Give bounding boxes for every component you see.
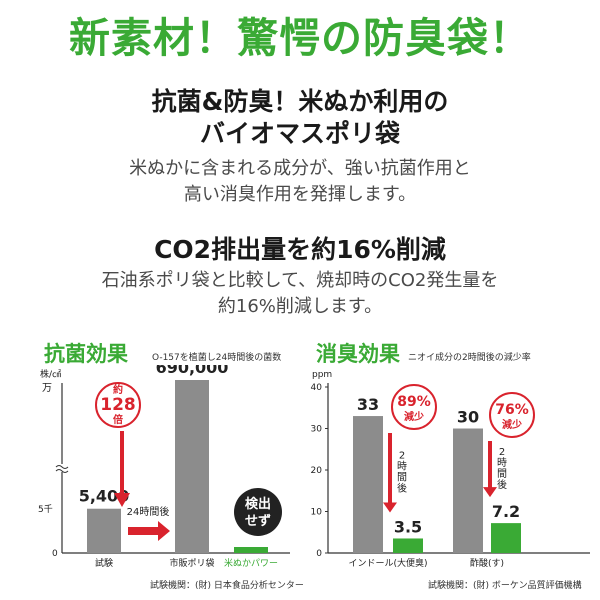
multiplier-badge-line3: 倍	[113, 413, 123, 426]
reduction-percent-1: 76%	[495, 402, 529, 418]
deodorant-y-tick-label-4: 40	[311, 383, 323, 393]
reduction-badge-1	[489, 392, 535, 438]
deodorant-y-tick-label-1: 10	[311, 508, 323, 518]
feature1-desc-line2: 高い消臭作用を発揮します。	[183, 184, 417, 205]
deodorant-subtitle: ニオイ成分の2時間後の減少率	[408, 353, 531, 363]
multiplier-arrow-icon	[114, 431, 130, 507]
antibacterial-category-label-1: 市販ポリ袋	[169, 557, 214, 569]
reduction-percent-0: 89%	[397, 394, 431, 410]
antibacterial-value-label-0: 5,400	[79, 487, 130, 506]
not-detected-badge: 検出 せず	[234, 488, 282, 536]
right-arrow-icon	[128, 521, 170, 541]
deodorant-value-label-1-0: 30	[457, 408, 479, 427]
antibacterial-bar-0	[87, 508, 121, 553]
multiplier-badge-line2: 128	[100, 395, 136, 415]
antibacterial-bar-2	[234, 547, 268, 553]
antibacterial-chart: 株/㎠ 万 5千 0 5,400 試験 690,000 市販ポリ袋 米ぬかパワー 約 1…	[38, 365, 290, 569]
antibacterial-source: 試験機関：(財) 日本食品分析センター	[150, 581, 304, 591]
feature2-title: CO2排出量を約16%削減	[154, 235, 446, 264]
step-arrow: 24時間後	[127, 505, 170, 541]
deodorant-title: 消臭効果	[316, 342, 400, 366]
down-arrow-icon-0	[383, 433, 397, 513]
headline: 新素材！驚愕の防臭袋！	[69, 14, 531, 62]
deodorant-y-tick-label-2: 20	[311, 466, 323, 476]
deodorant-bar-0-0	[353, 416, 383, 553]
deodorant-y-tick-label-3: 30	[311, 425, 323, 435]
feature1-desc-line1: 米ぬかに含まれる成分が、強い抗菌作用と	[129, 158, 471, 179]
antibacterial-y-label-top: 万	[42, 383, 52, 394]
feature2-desc-line1: 石油系ポリ袋と比較して、焼却時のCO2発生量を	[101, 270, 499, 291]
antibacterial-category-label-0: 試験	[95, 557, 113, 569]
feature1-title-line2: バイオマスポリ袋	[199, 119, 400, 148]
deodorant-value-label-0-0: 33	[357, 395, 379, 414]
multiplier-badge-line1: 約	[113, 383, 123, 396]
deodorant-group-label-1: 酢酸(す)	[470, 557, 504, 569]
deodorant-value-label-1-1: 7.2	[492, 502, 520, 521]
reduction-text-0: 減少	[404, 410, 424, 423]
deodorant-unit-label: ppm	[312, 370, 332, 380]
down-arrow-icon-1	[483, 441, 497, 498]
reduction-badge-0	[391, 384, 437, 430]
feature1-title-line1: 抗菌&防臭！米ぬか利用の	[151, 87, 449, 116]
antibacterial-value-label-1: 690,000	[156, 365, 229, 377]
antibacterial-axis-break	[55, 464, 69, 473]
reduction-text-1: 減少	[502, 418, 522, 431]
multiplier-badge: 約 128 倍	[95, 382, 141, 507]
feature2-desc-line2: 約16%削減します。	[217, 296, 383, 317]
antibacterial-subtitle: O-157を植菌し24時間後の菌数	[152, 353, 282, 363]
antibacterial-bar-1	[175, 380, 209, 553]
step-label: 24時間後	[127, 505, 170, 518]
time-label-0: 2 時間後	[397, 451, 407, 495]
deodorant-bar-0-1	[393, 538, 423, 553]
antibacterial-y-label-mid: 5千	[38, 504, 53, 515]
deodorant-value-label-0-1: 3.5	[394, 517, 422, 536]
antibacterial-y-label-zero: 0	[52, 549, 58, 559]
antibacterial-category-label-2: 米ぬかパワー	[224, 557, 278, 569]
not-detected-line2: せず	[245, 513, 271, 529]
antibacterial-unit-label: 株/㎠	[40, 368, 61, 380]
deodorant-group-label-0: インドール(大便臭)	[348, 557, 427, 569]
time-label-1: 2 時間後	[497, 447, 507, 491]
deodorant-bar-1-0	[453, 428, 483, 553]
deodorant-y-tick-label-0: 0	[316, 549, 322, 559]
antibacterial-title: 抗菌効果	[44, 342, 128, 366]
deodorant-bar-1-1	[491, 523, 521, 553]
deodorant-source: 試験機関：(財) ボーケン品質評価機構	[428, 581, 582, 591]
not-detected-line1: 検出	[245, 496, 271, 512]
